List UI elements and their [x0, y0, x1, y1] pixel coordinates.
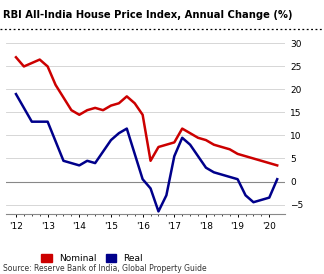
Legend: Nominal, Real: Nominal, Real	[37, 250, 147, 267]
Text: Source: Reserve Bank of India, Global Property Guide: Source: Reserve Bank of India, Global Pr…	[3, 264, 207, 273]
Text: RBI All-India House Price Index, Annual Change (%): RBI All-India House Price Index, Annual …	[3, 10, 293, 19]
